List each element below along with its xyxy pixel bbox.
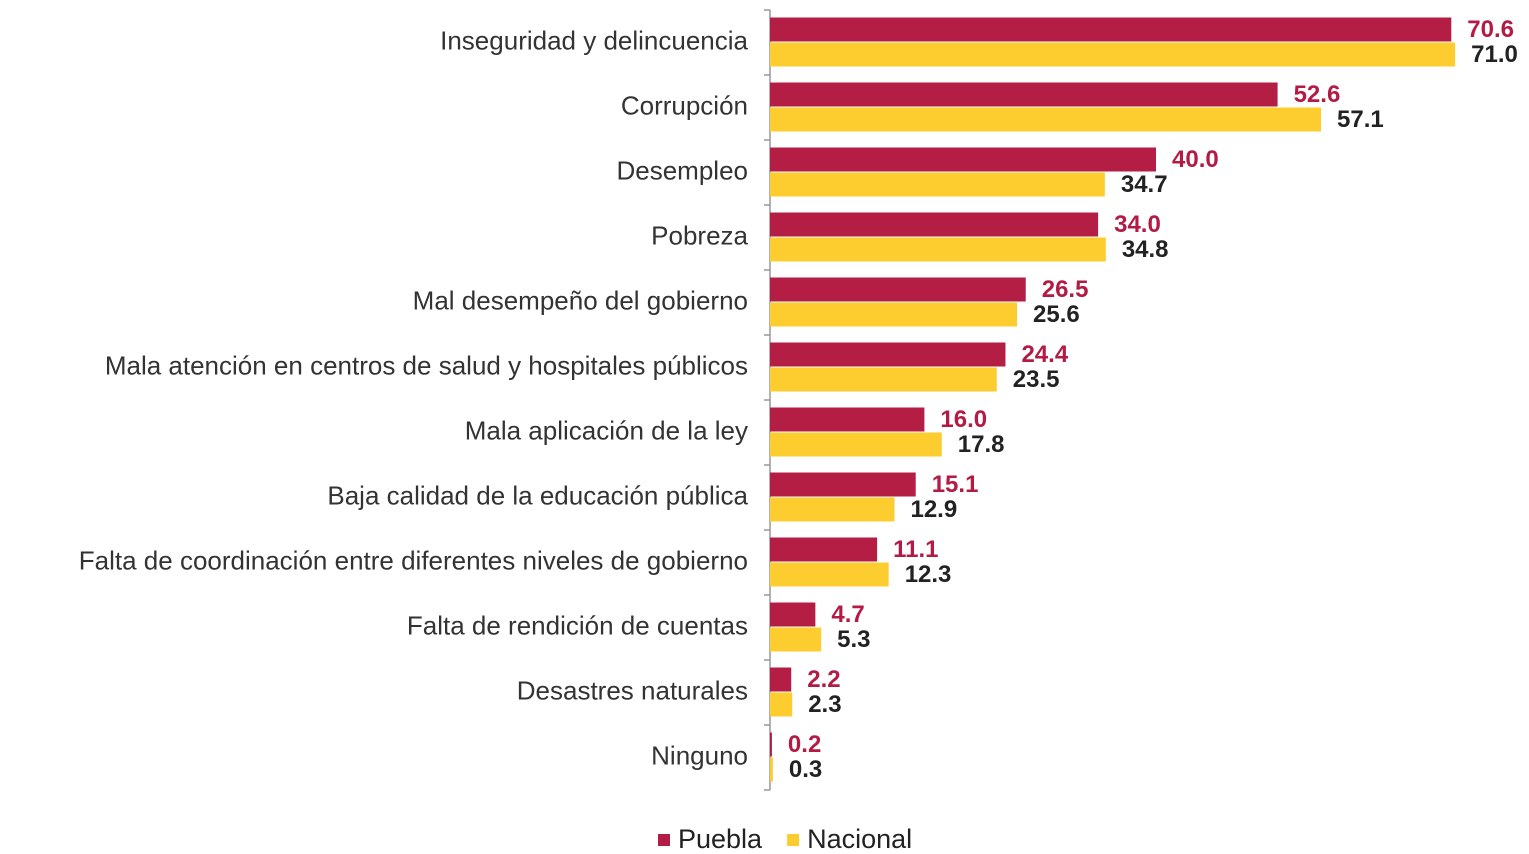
- value-label: 34.0: [1114, 211, 1161, 238]
- value-label: 24.4: [1021, 341, 1068, 368]
- category-label: Falta de coordinación entre diferentes n…: [79, 545, 748, 575]
- bar: [770, 562, 889, 587]
- bar: [770, 237, 1106, 262]
- bar: [770, 602, 816, 627]
- bar: [770, 472, 916, 497]
- value-label: 0.3: [789, 756, 822, 783]
- value-label: 12.9: [910, 496, 957, 523]
- value-label: 71.0: [1471, 41, 1518, 68]
- bar: [770, 367, 997, 392]
- bar: [770, 212, 1099, 237]
- category-label: Ninguno: [651, 740, 748, 770]
- value-label: 2.3: [808, 691, 841, 718]
- category-label: Corrupción: [621, 90, 748, 120]
- category-label: Desempleo: [616, 155, 748, 185]
- category-label: Mala atención en centros de salud y hosp…: [105, 350, 748, 380]
- category-label: Mala aplicación de la ley: [465, 415, 748, 445]
- value-label: 57.1: [1337, 106, 1384, 133]
- legend-swatch: [658, 834, 670, 846]
- legend-label: Puebla: [678, 824, 763, 854]
- value-label: 34.8: [1122, 236, 1169, 263]
- value-label: 70.6: [1467, 16, 1514, 43]
- bar: [770, 432, 942, 457]
- value-label: 26.5: [1042, 276, 1089, 303]
- bar: [770, 17, 1452, 42]
- value-label: 34.7: [1121, 171, 1168, 198]
- bar: [770, 537, 878, 562]
- category-label: Inseguridad y delincuencia: [440, 25, 748, 55]
- bar: [770, 302, 1018, 327]
- category-label: Mal desempeño del gobierno: [413, 285, 748, 315]
- value-label: 23.5: [1013, 366, 1060, 393]
- value-label: 40.0: [1172, 146, 1219, 173]
- value-label: 11.1: [893, 536, 938, 563]
- value-label: 16.0: [940, 406, 987, 433]
- category-label: Falta de rendición de cuentas: [407, 610, 748, 640]
- bar: [770, 82, 1278, 107]
- value-label: 4.7: [831, 601, 864, 628]
- category-label: Pobreza: [651, 220, 748, 250]
- value-label: 15.1: [932, 471, 979, 498]
- category-label: Desastres naturales: [517, 675, 748, 705]
- bar: [770, 147, 1156, 172]
- bar: [770, 627, 822, 652]
- value-label: 25.6: [1033, 301, 1080, 328]
- bar: [770, 732, 772, 757]
- bar: [770, 107, 1322, 132]
- bar: [770, 342, 1006, 367]
- value-label: 5.3: [837, 626, 870, 653]
- value-label: 0.2: [788, 731, 821, 758]
- bar: [770, 277, 1026, 302]
- bar: [770, 667, 792, 692]
- bar: [770, 692, 793, 717]
- value-label: 2.2: [807, 666, 840, 693]
- bar: [770, 407, 925, 432]
- bar: [770, 497, 895, 522]
- value-label: 17.8: [958, 431, 1005, 458]
- bar: [770, 172, 1105, 197]
- value-label: 52.6: [1294, 81, 1341, 108]
- bar: [770, 42, 1456, 67]
- bar: [770, 757, 773, 782]
- value-label: 12.3: [905, 561, 952, 588]
- category-label: Baja calidad de la educación pública: [327, 480, 748, 510]
- legend-label: Nacional: [807, 824, 912, 854]
- legend-swatch: [787, 834, 800, 846]
